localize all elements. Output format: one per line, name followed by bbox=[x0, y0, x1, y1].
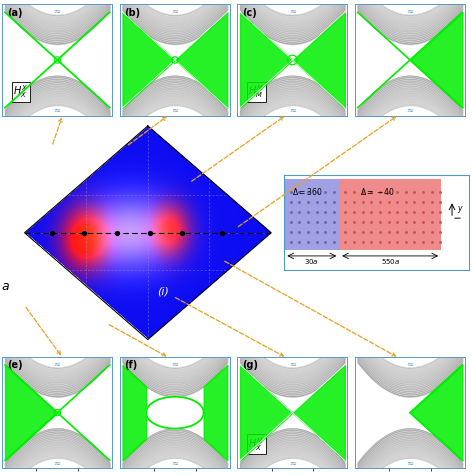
Text: $H_X^M$: $H_X^M$ bbox=[248, 436, 264, 453]
Text: $\approx$: $\approx$ bbox=[288, 6, 297, 15]
Text: $\approx$: $\approx$ bbox=[405, 359, 415, 368]
Text: $H_M^M$: $H_M^M$ bbox=[248, 83, 264, 100]
Text: $H_X^X$: $H_X^X$ bbox=[13, 83, 28, 100]
Text: $\approx$: $\approx$ bbox=[288, 105, 297, 114]
Text: (g): (g) bbox=[242, 360, 258, 370]
Text: $\approx$: $\approx$ bbox=[170, 457, 180, 466]
Text: $\approx$: $\approx$ bbox=[170, 359, 180, 368]
Text: $\approx$: $\approx$ bbox=[405, 457, 415, 466]
Text: $y$: $y$ bbox=[457, 204, 464, 215]
Bar bbox=[284, 179, 339, 250]
Text: $\approx$: $\approx$ bbox=[288, 359, 297, 368]
Text: $\approx$: $\approx$ bbox=[170, 6, 180, 15]
Bar bbox=[339, 179, 441, 250]
Text: (e): (e) bbox=[7, 360, 22, 370]
Text: $a$: $a$ bbox=[1, 280, 10, 292]
Text: $550a$: $550a$ bbox=[381, 257, 400, 266]
Text: (f): (f) bbox=[124, 360, 137, 370]
Text: $\approx$: $\approx$ bbox=[405, 105, 415, 114]
Text: $\approx$: $\approx$ bbox=[53, 359, 62, 368]
Text: $\approx$: $\approx$ bbox=[288, 457, 297, 466]
Text: $\approx$: $\approx$ bbox=[170, 105, 180, 114]
Text: $\approx$: $\approx$ bbox=[53, 457, 62, 466]
Text: $\Delta=-40$: $\Delta=-40$ bbox=[360, 186, 395, 197]
Text: (c): (c) bbox=[242, 8, 256, 18]
Ellipse shape bbox=[146, 397, 204, 428]
Text: (i): (i) bbox=[157, 286, 169, 296]
Text: $\approx$: $\approx$ bbox=[405, 6, 415, 15]
Text: $\approx$: $\approx$ bbox=[53, 6, 62, 15]
Text: (a): (a) bbox=[7, 8, 22, 18]
Text: (b): (b) bbox=[124, 8, 140, 18]
Text: $\Delta=360$: $\Delta=360$ bbox=[292, 186, 323, 197]
Text: $\approx$: $\approx$ bbox=[53, 105, 62, 114]
Text: $30a$: $30a$ bbox=[304, 257, 319, 266]
